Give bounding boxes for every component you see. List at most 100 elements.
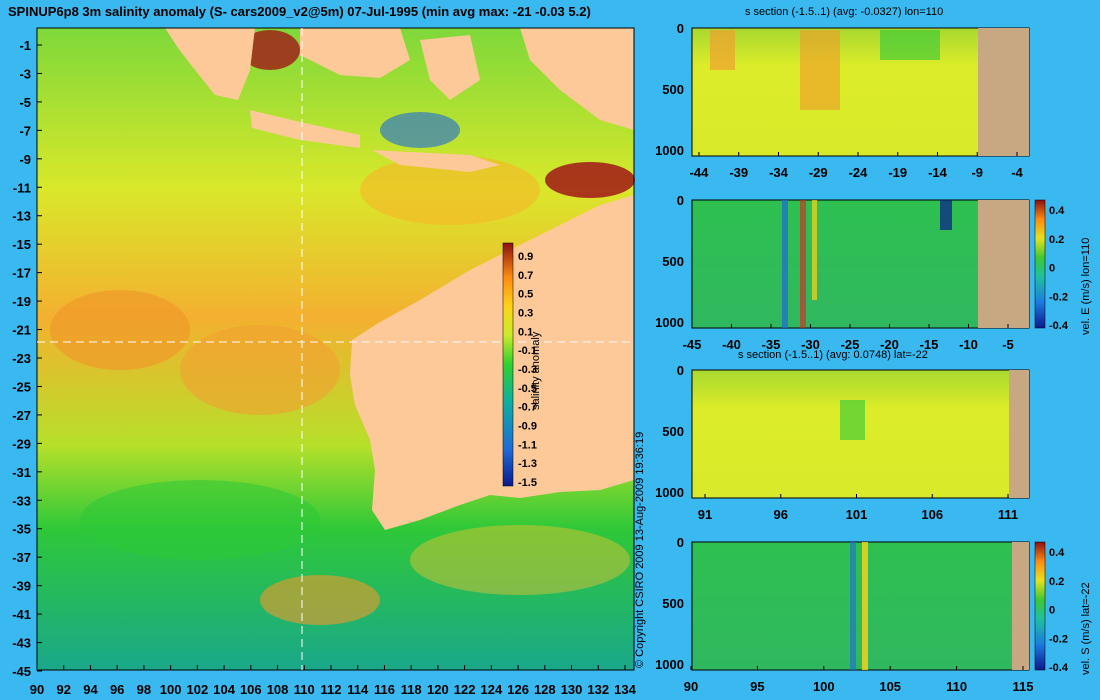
map-x-tick-label: 96 xyxy=(110,682,124,697)
map-frame xyxy=(36,27,635,671)
section-patch xyxy=(862,542,868,670)
section-patch xyxy=(850,542,856,670)
map-y-tick-label: -25 xyxy=(12,379,31,394)
section-patch xyxy=(880,30,940,60)
vel-colorbar-gradient xyxy=(1034,199,1046,329)
section-land xyxy=(1012,542,1029,670)
map-x-tick-label: 104 xyxy=(213,682,235,697)
map-x-tick-label: 134 xyxy=(614,682,636,697)
map-x-tick-label: 116 xyxy=(374,682,395,697)
map-x-tick-label: 94 xyxy=(83,682,98,697)
section-x-tick-label: 90 xyxy=(684,679,698,694)
section-y-tick-label: 1000 xyxy=(655,315,684,330)
section-patch xyxy=(840,400,865,440)
section-x-tick-label: 91 xyxy=(698,507,712,522)
map-y-tick-label: -9 xyxy=(19,152,31,167)
map-colorbar-tick-label: 0.5 xyxy=(518,289,533,301)
map-x-tick-label: 124 xyxy=(481,682,503,697)
map-colorbar-tick-label: 0.9 xyxy=(518,251,533,263)
map-x-tick-label: 92 xyxy=(56,682,70,697)
map-x-tick-label: 126 xyxy=(507,682,529,697)
figure-title: SPINUP6p8 3m salinity anomaly (S- cars20… xyxy=(8,4,591,19)
map-x-tick-label: 112 xyxy=(321,682,342,697)
section-x-tick-label: -29 xyxy=(809,165,828,180)
map-x-tick-label: 132 xyxy=(587,682,609,697)
section-x-tick-label: -30 xyxy=(801,337,820,352)
map-y-tick-label: -29 xyxy=(12,436,31,451)
section-y-tick-label: 500 xyxy=(662,82,684,97)
section-x-tick-label: 100 xyxy=(813,679,835,694)
map-y-tick-label: -13 xyxy=(12,209,31,224)
section-x-tick-label: 111 xyxy=(998,507,1018,522)
map-x-tick-label: 102 xyxy=(187,682,209,697)
section-x-tick-label: -25 xyxy=(841,337,860,352)
section-x-tick-label: -9 xyxy=(971,165,983,180)
vel-colorbar-tick-label: 0.4 xyxy=(1049,205,1065,217)
map-x-tick-label: 118 xyxy=(401,682,422,697)
section-x-tick-label: -20 xyxy=(880,337,899,352)
panel-v-lon110 xyxy=(691,199,1046,329)
section-x-tick-label: -44 xyxy=(690,165,710,180)
map-x-tick-label: 108 xyxy=(267,682,289,697)
vel-colorbar-tick-label: -0.2 xyxy=(1049,633,1068,645)
map-y-tick-label: -7 xyxy=(19,123,31,138)
vel-e-colorbar-label: vel. E (m/s) lon=110 xyxy=(1080,237,1092,335)
map-x-tick-label: 120 xyxy=(427,682,449,697)
map-x-tick-label: 128 xyxy=(534,682,556,697)
map-y-tick-label: -41 xyxy=(12,607,31,622)
map-colorbar-label: salinity anomaly xyxy=(530,331,542,410)
australia-landmass xyxy=(350,195,634,530)
map-y-tick-label: -3 xyxy=(19,66,31,81)
tick-layer: 90 92 94 96 98 100 102 104 106 108 110 112 114 116 118… xyxy=(12,21,1069,697)
map-patch xyxy=(80,480,320,560)
map-patch xyxy=(180,325,340,415)
panel-s-lat22 xyxy=(691,369,1030,499)
map-patch xyxy=(360,155,540,225)
section-field xyxy=(691,541,1030,671)
section-y-tick-label: 1000 xyxy=(655,485,684,500)
section-x-tick-label: -39 xyxy=(729,165,748,180)
map-y-tick-label: -23 xyxy=(12,351,31,366)
map-patch xyxy=(380,112,460,148)
section-y-tick-label: 0 xyxy=(677,535,684,550)
map-y-tick-label: -43 xyxy=(12,636,31,651)
map-colorbar-tick-label: -0.1 xyxy=(518,345,537,357)
section-x-tick-label: 101 xyxy=(846,507,868,522)
section-patch xyxy=(812,200,817,300)
map-y-tick-label: -5 xyxy=(19,95,31,110)
map-patch xyxy=(545,162,635,198)
map-colorbar xyxy=(502,242,514,487)
map-x-tick-label: 110 xyxy=(294,682,315,697)
section-x-tick-label: -5 xyxy=(1002,337,1014,352)
map-y-tick-label: -27 xyxy=(12,408,31,423)
section-y-tick-label: 0 xyxy=(677,363,684,378)
section-patch xyxy=(782,200,788,328)
map-colorbar-tick-label: 0.3 xyxy=(518,308,533,320)
map-x-tick-label: 114 xyxy=(347,682,369,697)
copyright-notice: © Copyright CSIRO 2009 13-Aug-2009 19:36… xyxy=(634,431,646,668)
map-y-tick-label: -33 xyxy=(12,493,31,508)
vel-colorbar-tick-label: 0.2 xyxy=(1049,576,1064,588)
map-colorbar-tick-label: -0.7 xyxy=(518,402,537,414)
map-y-tick-label: -15 xyxy=(12,237,31,252)
section-patch xyxy=(800,30,840,110)
section-land xyxy=(978,200,1029,328)
sulawesi-landmass xyxy=(420,35,480,100)
map-y-tick-label: -45 xyxy=(12,664,31,679)
section-field xyxy=(691,27,1030,157)
map-x-tick-label: 122 xyxy=(454,682,476,697)
panel-s-lon110 xyxy=(691,27,1030,157)
vel-colorbar-tick-label: -0.4 xyxy=(1049,662,1069,674)
borneo-landmass xyxy=(300,28,410,78)
section-x-tick-label: 106 xyxy=(921,507,943,522)
vel-colorbar-tick-label: -0.4 xyxy=(1049,320,1069,332)
map-y-tick-label: -39 xyxy=(12,579,31,594)
map-patch xyxy=(260,575,380,625)
vel-colorbar-gradient xyxy=(1034,541,1046,671)
section-y-tick-label: 500 xyxy=(662,596,684,611)
colorbar-gradient xyxy=(502,242,514,487)
section-land xyxy=(978,28,1029,156)
map-colorbar-tick-label: -0.5 xyxy=(518,383,537,395)
map-y-tick-label: -37 xyxy=(12,550,31,565)
section-y-tick-label: 0 xyxy=(677,193,684,208)
